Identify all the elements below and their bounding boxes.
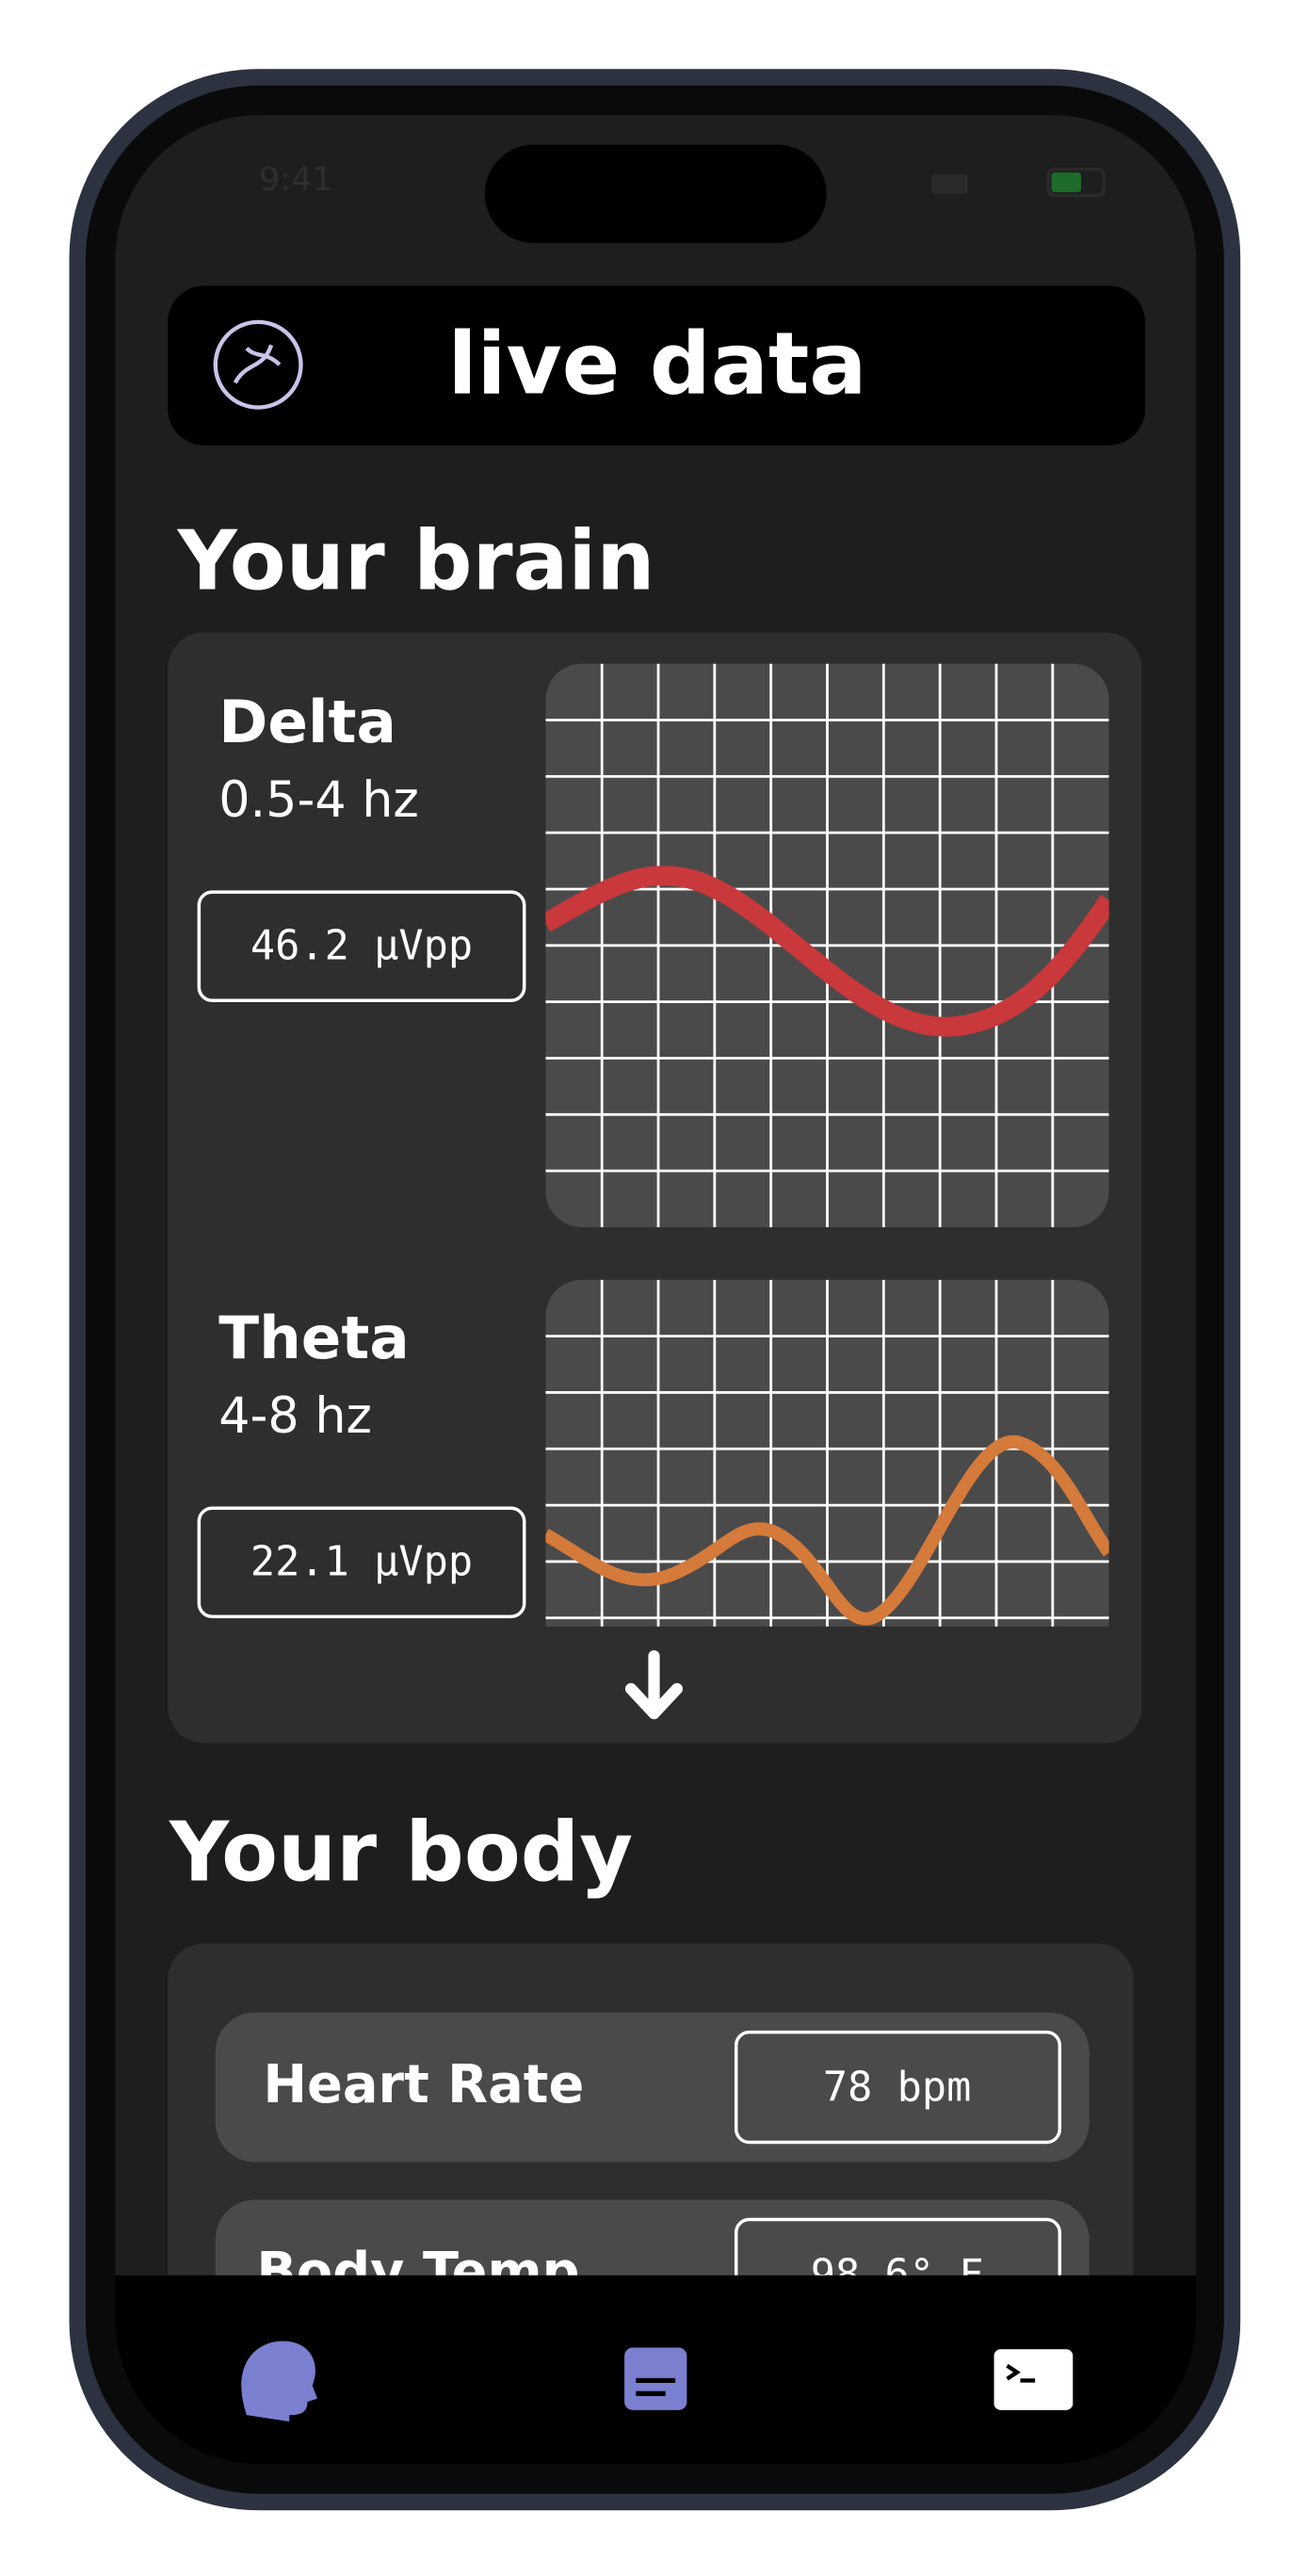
status-time: 9:41 — [259, 161, 332, 199]
metric-row — [215, 2012, 1090, 2163]
reading-box — [734, 2030, 1062, 2145]
section-heading: Your body — [169, 1805, 633, 1901]
app-logo-mark — [233, 344, 282, 384]
metric-reading: 78 bpm — [823, 2065, 971, 2112]
metric-reading: 98.6° F — [811, 2252, 984, 2299]
tab-body-lines — [636, 2377, 676, 2397]
reading-box — [197, 1506, 526, 1619]
tab-terminal-glyph — [1006, 2363, 1036, 2383]
band-range: 0.5-4 hz — [218, 771, 419, 829]
band-reading: 22.1 μVpp — [250, 1539, 473, 1586]
scroll-arrow[interactable] — [624, 1650, 684, 1720]
metric-row — [215, 2199, 1090, 2276]
theta-graph — [545, 1279, 1109, 1627]
band-reading: 46.2 μVpp — [250, 922, 473, 969]
delta-wave — [545, 866, 1109, 1037]
reading-box — [734, 2217, 1062, 2276]
band-range: 4-8 hz — [218, 1387, 372, 1445]
band-name: Delta — [218, 688, 396, 756]
signal-icon — [931, 173, 968, 194]
metric-name: Body Temp — [256, 2242, 579, 2303]
reading-box — [197, 890, 526, 1002]
header-bar — [168, 285, 1146, 446]
battery-level — [1051, 172, 1082, 193]
delta-graph — [545, 663, 1109, 1227]
header-title: live data — [447, 315, 866, 413]
section-heading: Your brain — [177, 513, 655, 609]
metric-name: Heart Rate — [263, 2054, 584, 2115]
theta-wave — [545, 1434, 1109, 1626]
app-logo[interactable] — [213, 319, 303, 410]
tab-brain[interactable] — [241, 2341, 317, 2422]
dynamic-island — [484, 144, 827, 244]
band-name: Theta — [218, 1304, 409, 1372]
battery-icon — [1046, 167, 1106, 198]
